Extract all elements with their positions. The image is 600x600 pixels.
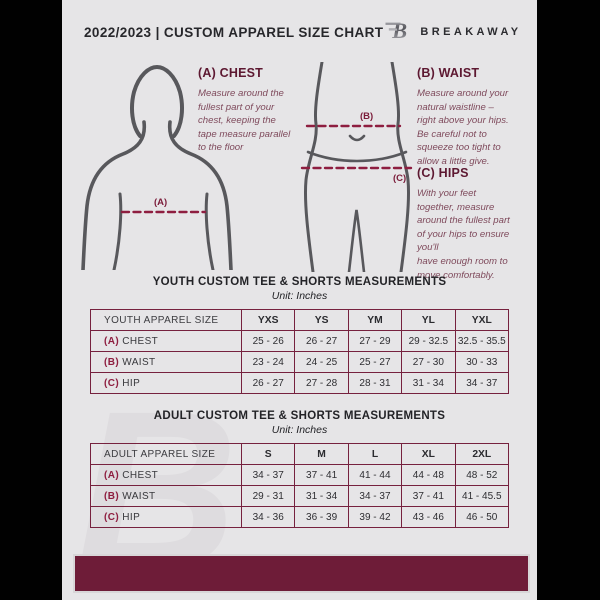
measurement-value-cell: 34 - 37: [347, 485, 403, 507]
chest-figure-illustration: (A): [81, 64, 233, 270]
waist-title: (B) WAIST: [417, 66, 480, 80]
adult-table-unit: Unit: Inches: [271, 424, 328, 436]
measurement-value-cell: 48 - 52: [454, 464, 510, 486]
size-column-header: YM: [347, 309, 403, 331]
measurement-value-cell: 27 - 30: [401, 351, 456, 373]
measurement-value-cell: 26 - 27: [294, 330, 349, 352]
measurement-name: HIP: [119, 511, 141, 523]
measurement-value-cell: 41 - 45.5: [454, 485, 510, 507]
size-header-row: YOUTH APPAREL SIZE YXS YS YM YL YXL: [90, 309, 510, 331]
youth-table-unit: Unit: Inches: [271, 290, 328, 302]
size-column-header: YS: [294, 309, 349, 331]
measurement-value-cell: 34 - 37: [240, 464, 296, 486]
measurement-row-label: (A) CHEST: [90, 330, 242, 352]
measurement-value-cell: 30 - 33: [454, 351, 510, 373]
adult-table-section: ADULT CUSTOM TEE & SHORTS MEASUREMENTS U…: [62, 410, 537, 528]
measurement-name: WAIST: [119, 356, 156, 368]
hips-measurement-info: (C) HIPS With your feet together, measur…: [417, 166, 535, 282]
svg-text:(B): (B): [360, 111, 373, 122]
svg-text:(C): (C): [393, 173, 406, 184]
size-column-header: YXL: [454, 309, 510, 331]
measurement-key: (A): [104, 335, 120, 347]
measurement-value-cell: 37 - 41: [401, 485, 456, 507]
measurement-diagram: (A) (A) CHEST Measure around the fullest…: [62, 60, 537, 281]
table-row: (C) HIP 26 - 27 27 - 28 28 - 31 31 - 34 34 - …: [90, 372, 510, 394]
measurement-value-cell: 32.5 - 35.5: [454, 330, 510, 352]
brand-block: B BREAKAWAY: [383, 16, 521, 48]
size-column-header: M: [294, 443, 349, 465]
youth-table-section: YOUTH CUSTOM TEE & SHORTS MEASUREMENTS U…: [62, 276, 537, 394]
size-column-header: YL: [401, 309, 456, 331]
measurement-value-cell: 34 - 36: [240, 506, 296, 528]
measurement-value-cell: 46 - 50: [454, 506, 510, 528]
measurement-value-cell: 27 - 28: [294, 372, 349, 394]
measurement-value-cell: 26 - 27: [240, 372, 296, 394]
measurement-name: WAIST: [119, 490, 156, 502]
brand-name: BREAKAWAY: [420, 26, 522, 38]
waist-description: Measure around your natural waistline – …: [417, 88, 509, 168]
measurement-value-cell: 34 - 37: [454, 372, 510, 394]
chest-title: (A) CHEST: [198, 66, 263, 80]
table-row: (C) HIP 34 - 36 36 - 39 39 - 42 43 - 46 46 - …: [90, 506, 510, 528]
measurement-name: CHEST: [119, 335, 159, 347]
table-row: (B) WAIST 29 - 31 31 - 34 34 - 37 37 - 41 41 …: [90, 485, 510, 507]
size-column-header: YXS: [240, 309, 296, 331]
measurement-value-cell: 31 - 34: [401, 372, 456, 394]
size-column-header: XL: [401, 443, 456, 465]
measurement-value-cell: 24 - 25: [294, 351, 349, 373]
measurement-name: HIP: [119, 377, 141, 389]
measurement-value-cell: 25 - 27: [347, 351, 403, 373]
measurement-value-cell: 41 - 44: [347, 464, 403, 486]
measurement-key: (B): [104, 356, 120, 368]
measurement-value-cell: 37 - 41: [294, 464, 349, 486]
footer-bar: [73, 554, 530, 593]
svg-text:(A): (A): [154, 197, 167, 208]
measurement-value-cell: 29 - 32.5: [401, 330, 456, 352]
breakaway-logo-icon: B: [383, 16, 413, 48]
size-column-header: S: [240, 443, 296, 465]
size-column-header: L: [347, 443, 403, 465]
measurement-row-label: (C) HIP: [90, 506, 242, 528]
measurement-key: (B): [104, 490, 120, 502]
table-row: (A) CHEST 25 - 26 26 - 27 27 - 29 29 - 32.5 3…: [90, 330, 510, 352]
youth-table-title: YOUTH CUSTOM TEE & SHORTS MEASUREMENTS: [152, 276, 447, 288]
measurement-value-cell: 36 - 39: [294, 506, 349, 528]
measurement-value-cell: 39 - 42: [347, 506, 403, 528]
waist-measurement-info: (B) WAIST Measure around your natural wa…: [417, 66, 535, 169]
size-column-header: 2XL: [454, 443, 510, 465]
hips-title: (C) HIPS: [417, 166, 469, 180]
measurement-value-cell: 43 - 46: [401, 506, 456, 528]
measurement-value-cell: 31 - 34: [294, 485, 349, 507]
measurement-name: CHEST: [119, 469, 159, 481]
measurement-row-label: (C) HIP: [90, 372, 242, 394]
adult-table-title: ADULT CUSTOM TEE & SHORTS MEASUREMENTS: [153, 410, 446, 422]
hips-description: With your feet together, measure around …: [417, 188, 510, 281]
page-title: 2022/2023 | CUSTOM APPAREL SIZE CHART: [84, 24, 384, 40]
measurement-value-cell: 28 - 31: [347, 372, 403, 394]
waist-hips-figure-illustration: (B) (C): [300, 62, 413, 272]
youth-size-table: YOUTH APPAREL SIZE YXS YS YM YL YXL (A) CHEST 2…: [90, 309, 510, 394]
measurement-value-cell: 23 - 24: [240, 351, 296, 373]
measurement-row-label: (B) WAIST: [90, 485, 242, 507]
measurement-key: (C): [104, 377, 120, 389]
chest-description: Measure around the fullest part of your …: [198, 88, 291, 154]
measurement-row-label: (A) CHEST: [90, 464, 242, 486]
size-label-header: YOUTH APPAREL SIZE: [90, 309, 242, 331]
header: 2022/2023 | CUSTOM APPAREL SIZE CHART B: [84, 16, 518, 48]
size-chart-document: B 2022/2023 | CUSTOM APPAREL SIZE CHART: [62, 0, 537, 600]
measurement-value-cell: 44 - 48: [401, 464, 456, 486]
measurement-key: (A): [104, 469, 120, 481]
table-row: (B) WAIST 23 - 24 24 - 25 25 - 27 27 - 30 30 …: [90, 351, 510, 373]
measurement-value-cell: 27 - 29: [347, 330, 403, 352]
size-label-header: ADULT APPAREL SIZE: [90, 443, 242, 465]
size-header-row: ADULT APPAREL SIZE S M L XL 2XL: [90, 443, 510, 465]
measurement-value-cell: 25 - 26: [240, 330, 296, 352]
adult-size-table: ADULT APPAREL SIZE S M L XL 2XL (A) CHEST 34 - …: [90, 443, 510, 528]
measurement-row-label: (B) WAIST: [90, 351, 242, 373]
measurement-value-cell: 29 - 31: [240, 485, 296, 507]
measurement-key: (C): [104, 511, 120, 523]
chest-measurement-info: (A) CHEST Measure around the fullest par…: [198, 66, 306, 155]
table-row: (A) CHEST 34 - 37 37 - 41 41 - 44 44 - 48 48 …: [90, 464, 510, 486]
